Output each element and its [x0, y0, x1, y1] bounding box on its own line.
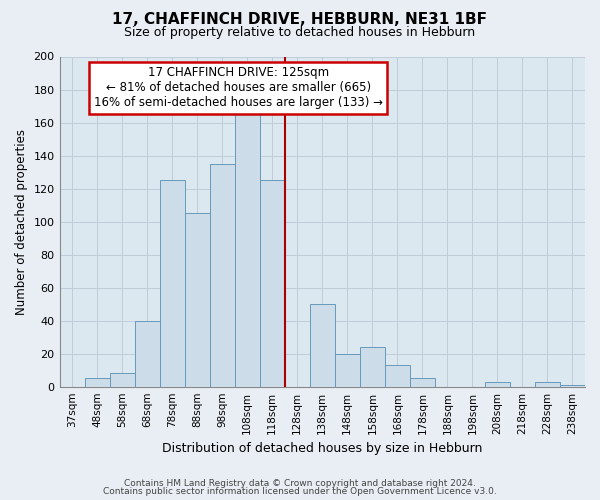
Bar	[134, 320, 160, 386]
X-axis label: Distribution of detached houses by size in Hebburn: Distribution of detached houses by size …	[162, 442, 482, 455]
Bar	[260, 180, 285, 386]
Bar	[160, 180, 185, 386]
Bar	[85, 378, 110, 386]
Bar	[209, 164, 235, 386]
Text: Size of property relative to detached houses in Hebburn: Size of property relative to detached ho…	[124, 26, 476, 39]
Bar	[335, 354, 360, 386]
Text: Contains public sector information licensed under the Open Government Licence v3: Contains public sector information licen…	[103, 487, 497, 496]
Bar	[235, 114, 260, 386]
Y-axis label: Number of detached properties: Number of detached properties	[15, 128, 28, 314]
Bar	[310, 304, 335, 386]
Bar	[560, 385, 585, 386]
Bar	[385, 365, 410, 386]
Bar	[110, 374, 134, 386]
Bar	[185, 214, 209, 386]
Bar	[410, 378, 435, 386]
Bar	[360, 347, 385, 387]
Bar	[485, 382, 510, 386]
Text: 17 CHAFFINCH DRIVE: 125sqm
← 81% of detached houses are smaller (665)
16% of sem: 17 CHAFFINCH DRIVE: 125sqm ← 81% of deta…	[94, 66, 383, 110]
Text: 17, CHAFFINCH DRIVE, HEBBURN, NE31 1BF: 17, CHAFFINCH DRIVE, HEBBURN, NE31 1BF	[113, 12, 487, 28]
Text: Contains HM Land Registry data © Crown copyright and database right 2024.: Contains HM Land Registry data © Crown c…	[124, 478, 476, 488]
Bar	[535, 382, 560, 386]
